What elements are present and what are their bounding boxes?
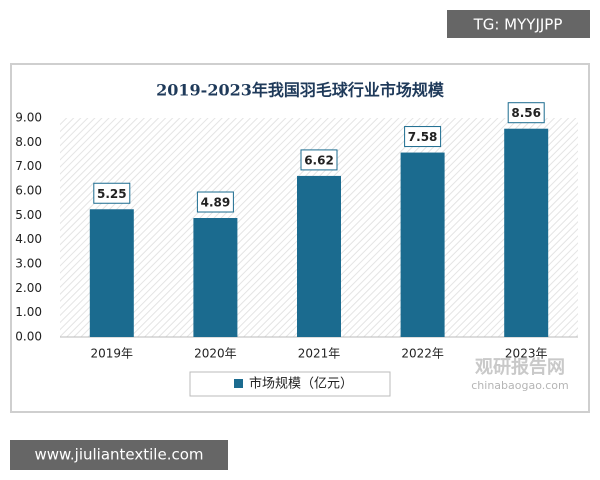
y-tick-label: 4.00 <box>15 232 42 246</box>
top-tag: TG: MYYJJPP <box>473 16 563 34</box>
chart-title: 2019-2023年我国羽毛球行业市场规模 <box>156 81 445 100</box>
legend-box <box>189 371 391 397</box>
bar <box>400 152 445 337</box>
value-label: 8.56 <box>511 106 541 120</box>
x-tick-label: 2023年 <box>505 347 548 361</box>
value-label: 5.25 <box>97 187 127 201</box>
bottom-tag: www.jiuliantextile.com <box>34 446 203 464</box>
x-tick-label: 2022年 <box>401 347 444 361</box>
watermark: 观研报告网 <box>475 356 565 378</box>
value-label-box <box>93 182 131 204</box>
value-label-box <box>507 102 545 124</box>
y-tick-label: 7.00 <box>15 159 42 173</box>
y-tick-label: 6.00 <box>15 184 42 198</box>
y-tick-label: 9.00 <box>15 111 42 125</box>
watermark-url: chinabaogao.com <box>471 379 569 392</box>
y-tick-label: 3.00 <box>15 257 42 271</box>
bar <box>193 218 238 337</box>
value-label: 7.58 <box>408 130 438 144</box>
x-tick-label: 2021年 <box>298 347 341 361</box>
y-tick-label: 2.00 <box>15 281 42 295</box>
legend-swatch <box>234 379 243 388</box>
x-tick-label: 2019年 <box>91 347 134 361</box>
value-label: 4.89 <box>201 196 231 210</box>
bottom-tag-box <box>10 440 228 470</box>
top-tag-box <box>447 10 590 38</box>
y-tick-label: 0.00 <box>15 330 42 344</box>
bar <box>89 209 134 337</box>
value-label: 6.62 <box>304 153 334 167</box>
value-label-box <box>404 126 442 148</box>
bar <box>504 128 549 337</box>
value-label-box <box>300 149 338 171</box>
y-tick-label: 8.00 <box>15 135 42 149</box>
value-label-box <box>196 191 234 213</box>
legend-label: 市场规模（亿元） <box>249 376 353 392</box>
y-tick-label: 1.00 <box>15 305 42 319</box>
x-tick-label: 2020年 <box>194 347 237 361</box>
y-tick-label: 5.00 <box>15 208 42 222</box>
bar <box>297 175 341 337</box>
